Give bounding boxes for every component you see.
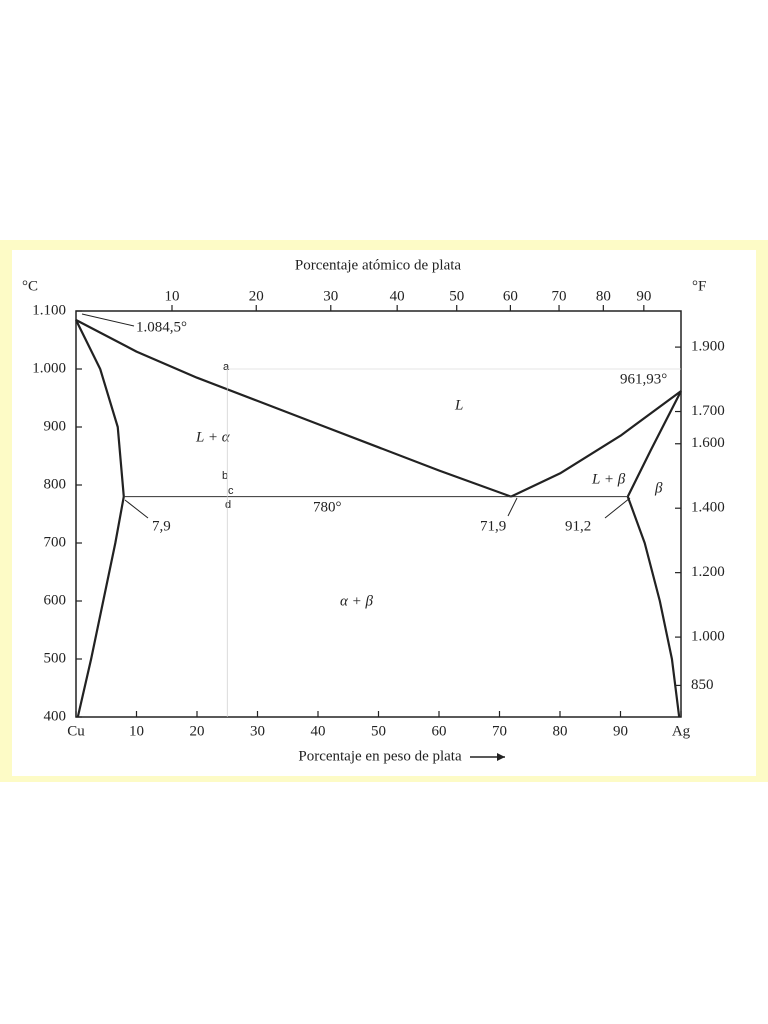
annotation: 780° bbox=[313, 499, 342, 515]
leader bbox=[604, 497, 631, 519]
x-tick-label: 50 bbox=[371, 723, 386, 739]
x-axis-title: Porcentaje en peso de plata bbox=[298, 748, 462, 764]
leader bbox=[507, 497, 518, 517]
x-tick-label: 20 bbox=[190, 723, 205, 739]
x-tick-label: 60 bbox=[432, 723, 447, 739]
annotation: β bbox=[654, 480, 663, 496]
phase-line bbox=[510, 390, 682, 498]
y-tick-label: 400 bbox=[44, 708, 67, 724]
phase-line bbox=[76, 496, 125, 718]
annotation: L bbox=[454, 397, 463, 413]
y2-tick-label: 1.600 bbox=[691, 435, 725, 451]
annotation: 7,9 bbox=[152, 518, 171, 534]
x-tick-label: 40 bbox=[311, 723, 326, 739]
x2-tick-label: 80 bbox=[596, 288, 611, 304]
top-axis-title: Porcentaje atómico de plata bbox=[295, 257, 462, 273]
annotation: L + α bbox=[195, 429, 231, 445]
y2-axis-title: °F bbox=[692, 278, 706, 294]
annotation: b bbox=[222, 470, 228, 482]
annotation: 1.084,5° bbox=[136, 319, 187, 335]
x-tick-label: 80 bbox=[553, 723, 568, 739]
y-tick-label: 700 bbox=[44, 534, 67, 550]
x2-tick-label: 70 bbox=[552, 288, 567, 304]
x-tick-label: Cu bbox=[67, 723, 85, 739]
annotation: c bbox=[228, 485, 234, 497]
annotation: 71,9 bbox=[480, 518, 506, 534]
x-tick-label: 90 bbox=[613, 723, 628, 739]
x2-tick-label: 10 bbox=[164, 288, 179, 304]
arrowhead bbox=[497, 753, 505, 761]
y-tick-label: 800 bbox=[44, 476, 67, 492]
x-tick-label: Ag bbox=[672, 723, 691, 739]
y-tick-label: 600 bbox=[44, 592, 67, 608]
y-tick-label: 900 bbox=[44, 418, 67, 434]
y2-tick-label: 850 bbox=[691, 677, 714, 693]
y-tick-label: 1.000 bbox=[32, 360, 66, 376]
x-tick-label: 70 bbox=[492, 723, 507, 739]
y2-tick-label: 1.700 bbox=[691, 403, 725, 419]
panel bbox=[12, 250, 756, 776]
x2-tick-label: 20 bbox=[249, 288, 264, 304]
phase-line bbox=[626, 496, 681, 718]
y2-tick-label: 1.200 bbox=[691, 564, 725, 580]
y-tick-label: 500 bbox=[44, 650, 67, 666]
annotation: α + β bbox=[340, 593, 373, 609]
phase-line bbox=[626, 390, 682, 498]
x2-tick-label: 90 bbox=[636, 288, 651, 304]
x2-tick-label: 40 bbox=[390, 288, 405, 304]
y2-tick-label: 1.900 bbox=[691, 339, 725, 355]
leader bbox=[81, 313, 135, 327]
leader bbox=[124, 499, 149, 519]
y-axis-title: °C bbox=[22, 278, 38, 294]
annotation: d bbox=[225, 499, 231, 511]
phase-line bbox=[75, 319, 512, 498]
x-tick-label: 30 bbox=[250, 723, 265, 739]
phase-line bbox=[75, 319, 125, 497]
annotation: a bbox=[223, 361, 230, 373]
y-tick-label: 1.100 bbox=[32, 302, 66, 318]
annotation: 961,93° bbox=[620, 371, 667, 387]
x2-tick-label: 30 bbox=[323, 288, 338, 304]
annotation: L + β bbox=[591, 471, 626, 487]
annotation: 91,2 bbox=[565, 518, 591, 534]
x-tick-label: 10 bbox=[129, 723, 144, 739]
y2-tick-label: 1.400 bbox=[691, 500, 725, 516]
x2-tick-label: 50 bbox=[449, 288, 464, 304]
x2-tick-label: 60 bbox=[503, 288, 518, 304]
y2-tick-label: 1.000 bbox=[691, 629, 725, 645]
